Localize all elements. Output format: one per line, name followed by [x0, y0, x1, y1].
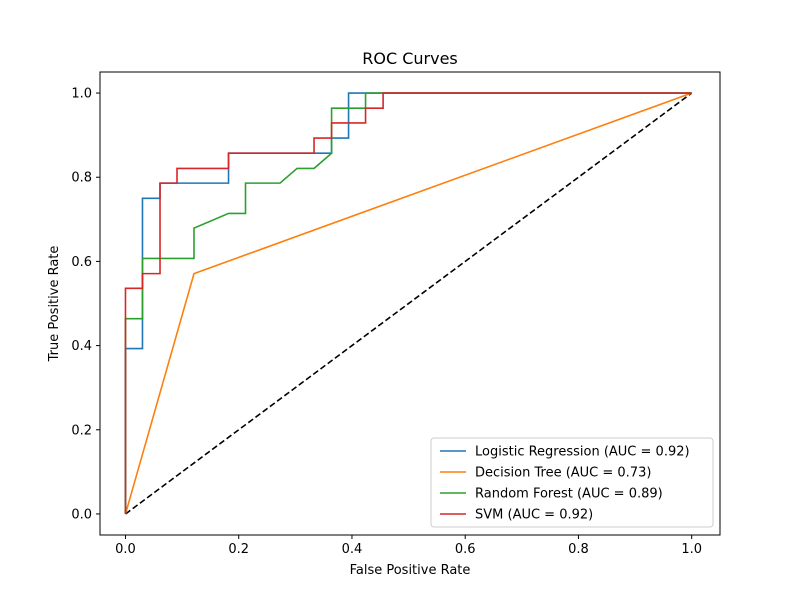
legend-label-3: SVM (AUC = 0.92) — [475, 508, 593, 523]
series-line-3 — [124, 92, 692, 514]
x-tick-label: 0.6 — [455, 542, 476, 557]
x-axis-label: False Positive Rate — [350, 563, 471, 578]
y-tick-label: 0.0 — [71, 507, 92, 522]
series-line-0 — [124, 92, 692, 514]
x-tick-label: 0.0 — [115, 542, 136, 557]
series-line-1 — [124, 92, 692, 515]
y-tick-label: 0.4 — [71, 339, 92, 354]
legend-label-2: Random Forest (AUC = 0.89) — [475, 487, 663, 502]
x-tick-label: 1.0 — [681, 542, 702, 557]
reference-diagonal-line — [125, 92, 693, 515]
y-axis-label: True Positive Rate — [47, 246, 62, 363]
y-tick-label: 0.6 — [71, 255, 92, 270]
x-tick-label: 0.2 — [228, 542, 249, 557]
legend: Logistic Regression (AUC = 0.92) Decision… — [430, 437, 714, 528]
y-axis: 0.0 0.2 0.4 0.6 0.8 1.0 — [71, 87, 100, 522]
legend-box — [430, 437, 714, 528]
y-tick-label: 1.0 — [71, 87, 92, 102]
legend-label-0: Logistic Regression (AUC = 0.92) — [475, 445, 690, 460]
x-tick-label: 0.4 — [342, 542, 363, 557]
x-axis: 0.0 0.2 0.4 0.6 0.8 1.0 — [115, 535, 702, 557]
legend-label-1: Decision Tree (AUC = 0.73) — [475, 466, 651, 481]
y-tick-label: 0.2 — [71, 423, 92, 438]
plot-frame — [99, 71, 721, 536]
y-tick-label: 0.8 — [71, 171, 92, 186]
chart-title: ROC Curves — [362, 49, 458, 68]
x-tick-label: 0.8 — [568, 542, 589, 557]
plot-area — [124, 92, 693, 515]
